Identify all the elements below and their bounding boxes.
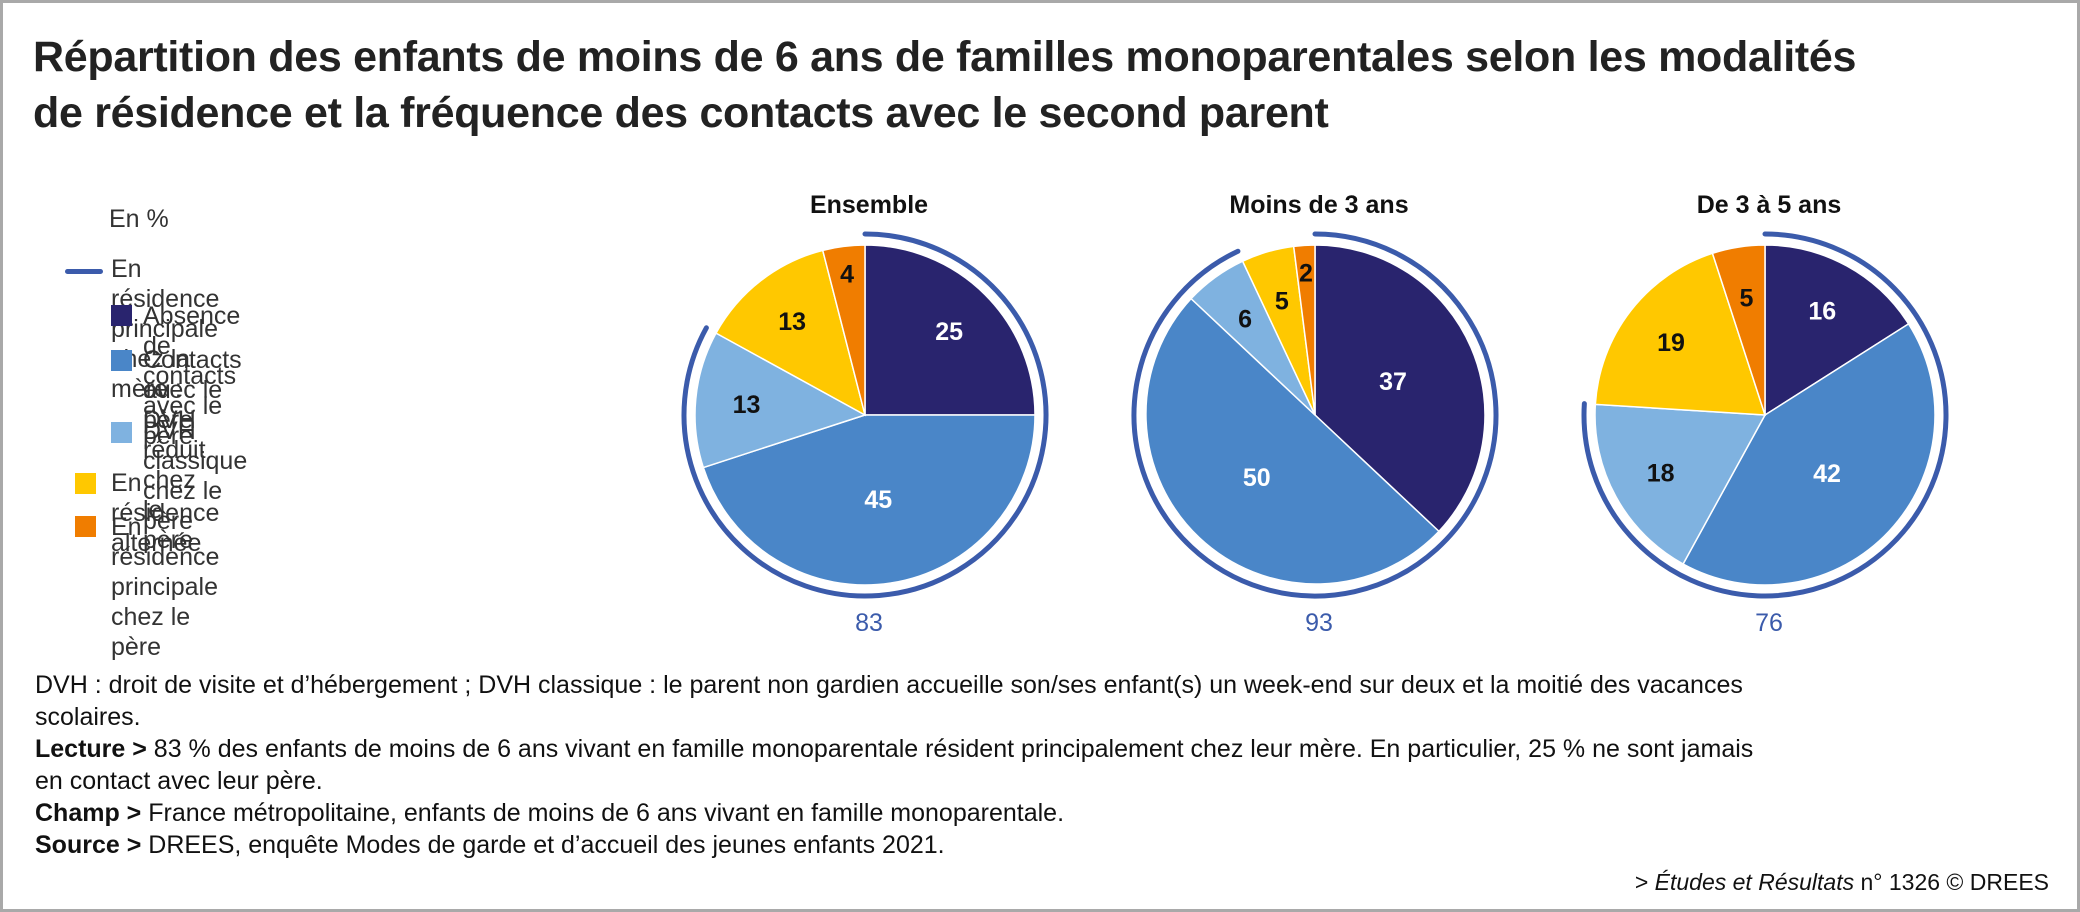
note-lecture: Lecture > 83 % des enfants de moins de 6… xyxy=(35,733,2035,797)
pie-label-3-5-ans-4: 5 xyxy=(1739,285,1753,313)
legend-label-dvh-classique: DVH classique chez le père xyxy=(143,417,248,535)
legend-label-alternee: En résidence alternée xyxy=(111,469,220,557)
pie-slice-moins-3-ans-1 xyxy=(1145,297,1440,585)
legend-swatch-alternee xyxy=(75,473,96,494)
legend-label-absence: Absence de contacts avec le père xyxy=(143,302,241,450)
note-lecture-label: Lecture > xyxy=(35,735,147,763)
note-source-label: Source > xyxy=(35,831,142,859)
pie-slice-3-5-ans-2 xyxy=(1594,403,1767,565)
title-line-2: de résidence et la fréquence des contact… xyxy=(33,89,1329,137)
note-champ: Champ > France métropolitaine, enfants d… xyxy=(35,797,2035,829)
pie-title-ensemble: Ensemble xyxy=(809,191,929,219)
legend-label-pere: En résidence principale chez le père xyxy=(111,513,220,661)
pie-label-moins-3-ans-2: 6 xyxy=(1238,306,1252,334)
unit-label: En % xyxy=(109,205,169,233)
pie-slice-moins-3-ans-0 xyxy=(1314,244,1486,533)
pie-label-moins-3-ans-4: 2 xyxy=(1299,260,1313,288)
pie-slice-3-5-ans-0 xyxy=(1764,244,1910,417)
pie-mother-arc-3-5-ans xyxy=(1581,231,1949,599)
legend-swatch-absence xyxy=(111,305,132,326)
pie-label-ensemble-1: 45 xyxy=(864,486,892,514)
credit-publication: Études et Résultats xyxy=(1654,869,1855,895)
credit-prefix: > xyxy=(1634,869,1655,895)
pie-slice-ensemble-0 xyxy=(864,244,1036,416)
pie-label-ensemble-3: 13 xyxy=(778,308,806,336)
pie-label-3-5-ans-3: 19 xyxy=(1657,329,1685,357)
legend-swatch-pere xyxy=(75,516,96,537)
pie-label-ensemble-4: 4 xyxy=(840,260,854,288)
legend-swatch-dvh-classique xyxy=(111,422,132,443)
note-champ-text: France métropolitaine, enfants de moins … xyxy=(141,799,1065,827)
legend-group-label: En résidence principale chez la mère : xyxy=(111,255,220,403)
pie-label-3-5-ans-1: 42 xyxy=(1813,460,1841,488)
legend-group-line xyxy=(65,269,103,274)
pie-total-ensemble: 83 xyxy=(855,609,883,637)
note-lecture-line-2: en contact avec leur père. xyxy=(35,767,323,795)
pie-label-moins-3-ans-0: 37 xyxy=(1379,368,1407,396)
pie-title-3-5-ans: De 3 à 5 ans xyxy=(1696,191,1842,219)
pie-label-ensemble-0: 25 xyxy=(935,318,963,346)
pie-label-3-5-ans-0: 16 xyxy=(1808,298,1836,326)
title-line-1: Répartition des enfants de moins de 6 an… xyxy=(33,33,1857,81)
pie-total-3-5-ans: 76 xyxy=(1755,609,1783,637)
pie-slice-3-5-ans-4 xyxy=(1711,244,1766,416)
note-dvh-line-2: scolaires. xyxy=(35,703,141,731)
legend-label-contacts-2: ou DVH réduit chez le père xyxy=(143,376,206,554)
pie-total-moins-3-ans: 93 xyxy=(1305,609,1333,637)
note-dvh: DVH : droit de visite et d’hébergement ;… xyxy=(35,669,2035,733)
note-dvh-line-1: DVH : droit de visite et d’hébergement ;… xyxy=(35,671,1743,699)
pie-label-moins-3-ans-3: 5 xyxy=(1275,288,1289,316)
pie-title-moins-3-ans: Moins de 3 ans xyxy=(1229,191,1409,219)
pie-mother-arc-ensemble xyxy=(681,231,1049,599)
pie-label-3-5-ans-2: 18 xyxy=(1647,459,1675,487)
pie-slice-ensemble-4 xyxy=(821,244,866,416)
pie-slice-ensemble-1 xyxy=(702,414,1036,586)
note-lecture-line-1: 83 % des enfants de moins de 6 ans vivan… xyxy=(146,735,1754,763)
legend-swatch-contacts xyxy=(111,350,132,371)
pie-label-moins-3-ans-1: 50 xyxy=(1243,464,1271,492)
pie-label-ensemble-2: 13 xyxy=(733,391,761,419)
pie-slice-3-5-ans-1 xyxy=(1682,322,1936,586)
chart-title: Répartition des enfants de moins de 6 an… xyxy=(33,29,1993,141)
pie-slice-ensemble-2 xyxy=(694,332,867,469)
credit-suffix: n° 1326 © DREES xyxy=(1854,869,2049,895)
note-source-text: DREES, enquête Modes de garde et d’accue… xyxy=(141,831,945,859)
notes: DVH : droit de visite et d’hébergement ;… xyxy=(35,669,2035,861)
credit: > Études et Résultats n° 1326 © DREES xyxy=(1635,869,2049,896)
legend-label-contacts-1: Contacts avec le père xyxy=(143,346,242,434)
pie-slice-3-5-ans-3 xyxy=(1594,252,1767,416)
note-source: Source > DREES, enquête Modes de garde e… xyxy=(35,829,2035,861)
pie-slice-ensemble-3 xyxy=(715,249,867,417)
note-champ-label: Champ > xyxy=(35,799,142,827)
pie-slice-moins-3-ans-4 xyxy=(1292,244,1316,416)
pie-mother-arc-moins-3-ans xyxy=(1131,231,1499,599)
